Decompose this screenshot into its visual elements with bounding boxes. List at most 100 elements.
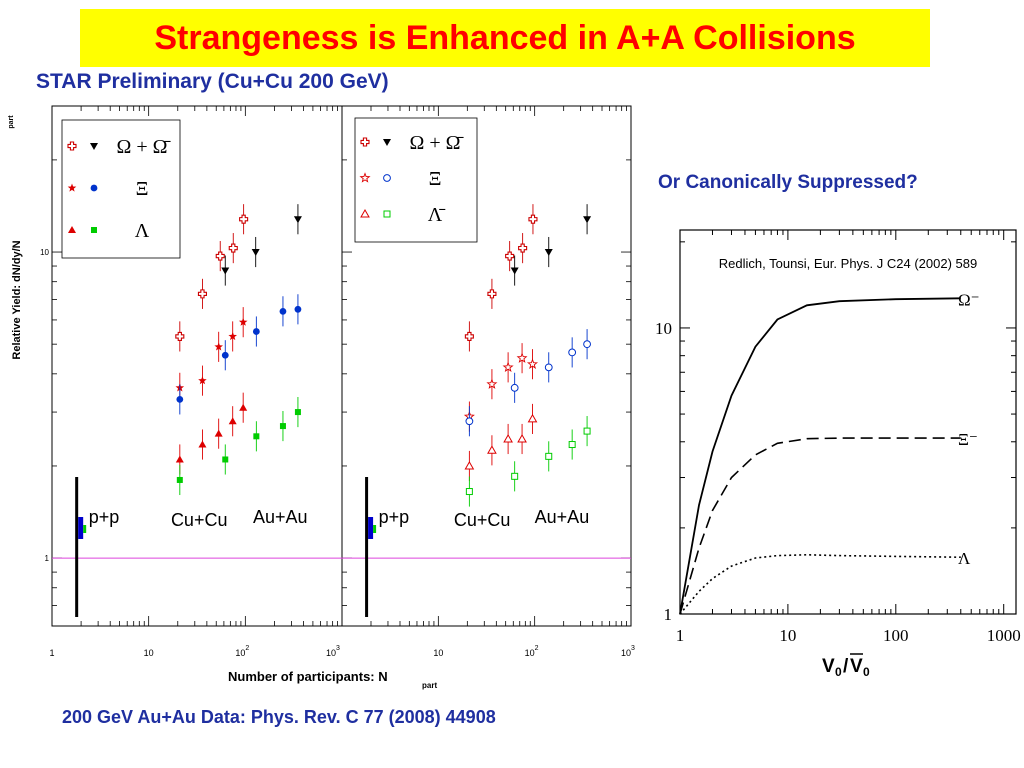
panel1-x-tick-label: 10 2	[235, 645, 249, 658]
panel2-data-point-circle-open	[510, 383, 519, 392]
panel2-data-point-tri-down	[583, 216, 592, 224]
panel2-pp-black-bar	[365, 477, 369, 617]
panel1-data-point-cross-open	[175, 331, 185, 341]
theory-curve-dashed	[679, 437, 961, 615]
panel1-data-point-circle	[252, 328, 260, 335]
panel1-annotation-cucu: Cu+Cu	[171, 510, 228, 530]
x-axis-title: Number of participants: N	[228, 669, 388, 684]
panel1-data-point-circle	[294, 305, 302, 313]
panel1-data-point-tri-up	[198, 440, 207, 448]
panel2-data-point-star-open	[516, 352, 528, 363]
y-axis-title-sub: part	[8, 115, 15, 129]
panel1-data-point-star	[214, 342, 223, 351]
panel1-data-point-tri-down	[221, 267, 230, 275]
panel1-data-point-tri-up	[214, 429, 223, 437]
theory-x-tick-label: 10	[779, 626, 796, 645]
theory-curve-solid	[679, 297, 961, 615]
theory-y-tick-label: 10	[655, 319, 672, 338]
panel1-x-tick-base: 10	[144, 648, 154, 658]
panel2-legend-marker	[360, 137, 370, 147]
panel2-data-point-cross-open	[528, 214, 538, 224]
panel1-data-point-circle	[176, 395, 184, 403]
panel2-pp-blue-bar	[368, 517, 374, 539]
panel2-annotation-auau: Au+Au	[535, 507, 590, 527]
panel1-legend-label: Ξ	[136, 178, 149, 200]
panel1-data-point-square	[222, 456, 229, 463]
panel2-data-point-cross-open	[518, 243, 528, 253]
panel1-x-tick-base: 10	[235, 648, 245, 658]
theory-curve-label: Λ	[958, 549, 971, 568]
theory-x-tick-label: 1000	[987, 626, 1021, 645]
panel2-annotation-cucu: Cu+Cu	[454, 510, 511, 530]
theory-curve-dotted	[679, 553, 961, 615]
panel2-x-tick-label: 10 2	[525, 645, 539, 658]
panel1-x-tick-label: 10	[144, 648, 154, 658]
panel1-pp-blue-bar	[78, 517, 84, 539]
panel1-legend-box	[61, 119, 181, 259]
panel1-pp-green-bar	[83, 525, 87, 533]
panel2-data-point-tri-up-open	[503, 433, 513, 443]
panel1-data-point-tri-up	[228, 417, 237, 425]
panel1-data-point-circle	[221, 351, 229, 359]
panel2-legend-marker	[360, 208, 370, 218]
panel2-data-point-square-open	[545, 452, 553, 460]
panel1-x-tick-label: 1	[49, 648, 54, 658]
panel2-x-tick-base: 10	[525, 648, 535, 658]
y-axis-title: Relative Yield: dN/dy/N	[11, 240, 23, 359]
panel1-legend-marker	[91, 227, 97, 233]
panel1-data-point-tri-down	[251, 249, 260, 257]
panel1-legend-marker	[67, 141, 77, 151]
theory-x-label-v: V	[822, 656, 835, 677]
panel2-data-point-cross-open	[487, 289, 497, 299]
panel1-data-point-star	[228, 331, 237, 341]
panel2-annotation-pp: p+p	[379, 507, 410, 527]
panel2-data-point-tri-down	[510, 267, 519, 275]
slide-title: Strangeness is Enhanced in A+A Collision…	[154, 19, 856, 57]
panel2-data-point-tri-up-open	[517, 433, 527, 443]
theory-plot-frame	[679, 229, 1017, 615]
panel1-data-point-tri-up	[175, 455, 184, 463]
panel1-data-point-cross-open	[197, 289, 207, 299]
panel1-legend-marker	[67, 183, 77, 192]
panel2-legend-marker	[383, 174, 391, 182]
panel1-data-point-cross-open	[228, 243, 238, 253]
panel1-y-tick-label: 1	[45, 554, 50, 563]
panel2-x-tick-base: 10	[621, 648, 631, 658]
panel1-x-tick-exp: 2	[245, 645, 249, 652]
panel2-data-point-cross-open	[464, 331, 474, 341]
panel2-x-tick-label: 10	[433, 648, 443, 658]
panel2-data-point-star-open	[526, 358, 539, 369]
right-question: Or Canonically Suppressed?	[658, 172, 918, 193]
panel2-data-point-square-open	[583, 427, 591, 435]
panel2-data-point-tri-up-open	[487, 445, 497, 454]
theory-reference-title: Redlich, Tounsi, Eur. Phys. J C24 (2002)…	[719, 256, 977, 271]
panel2-data-point-circle-open	[583, 340, 591, 349]
panel1-y-tick-label: 10	[40, 248, 49, 257]
panel2-legend-marker	[383, 210, 391, 218]
panel2-data-point-circle-open	[544, 363, 553, 372]
theory-x-tick-label: 100	[883, 626, 909, 645]
panel1-data-point-tri-up	[239, 403, 248, 411]
panel1-data-point-cross-open	[215, 251, 225, 261]
panel2-data-point-circle-open	[568, 348, 577, 357]
panel1-legend-marker	[68, 226, 76, 233]
panel2-legend-label: Ξ	[429, 168, 442, 190]
panel2-legend-box	[354, 117, 478, 243]
x-axis-title-sub: part	[422, 681, 437, 690]
panel1-data-point-tri-down	[293, 216, 302, 224]
panel1-legend-label: Ω + Ω̄	[116, 136, 171, 158]
panel2-legend-marker	[359, 172, 371, 183]
panel2-x-tick-label: 10 3	[621, 645, 635, 658]
slide-subtitle: STAR Preliminary (Cu+Cu 200 GeV)	[36, 70, 389, 93]
panel2-data-point-square-open	[465, 488, 473, 496]
panel1-x-tick-base: 10	[326, 648, 336, 658]
panel2-data-point-square-open	[568, 441, 576, 449]
panel1-x-tick-exp: 3	[336, 645, 340, 652]
panel2-legend-label: Ω + Ω̄	[409, 132, 464, 154]
panel2-data-point-tri-up-open	[464, 460, 475, 470]
panel1-data-point-star	[238, 317, 248, 326]
data-reference: 200 GeV Au+Au Data: Phys. Rev. C 77 (200…	[62, 707, 496, 727]
panel2-legend-marker	[383, 139, 391, 146]
theory-x-label-vbar: V	[850, 656, 863, 677]
